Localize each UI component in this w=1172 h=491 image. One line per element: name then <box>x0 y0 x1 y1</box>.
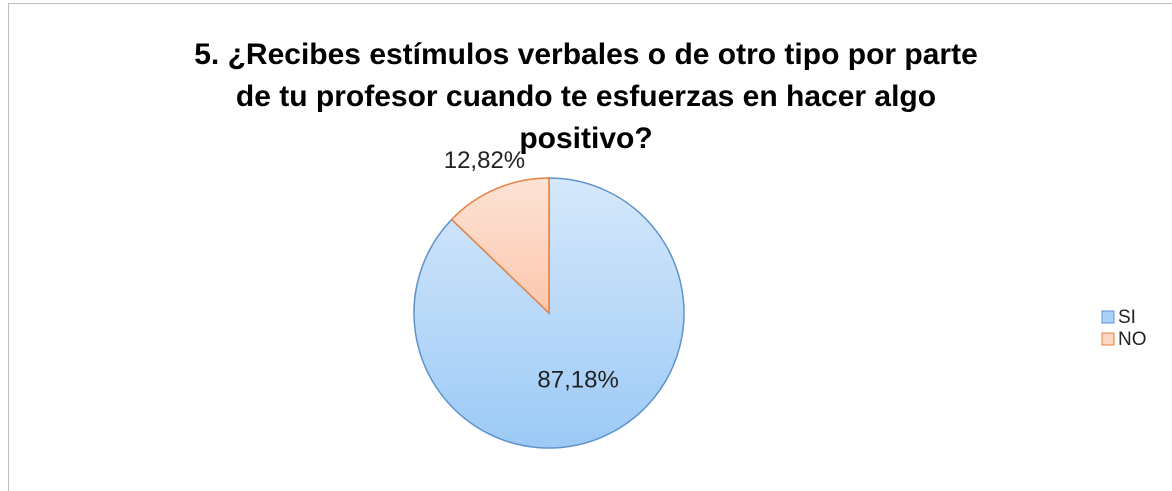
pie-slice <box>450 177 550 315</box>
data-label: 12,82% <box>444 147 525 174</box>
chart-title: 5. ¿Recibes estímulos verbales o de otro… <box>194 38 978 155</box>
legend-swatch <box>1101 310 1115 324</box>
legend-swatch <box>1101 332 1115 346</box>
frame-border <box>8 3 1172 491</box>
legend-label: NO <box>1118 329 1147 350</box>
data-label: 87,18% <box>537 367 618 394</box>
legend-label: SI <box>1118 307 1136 328</box>
